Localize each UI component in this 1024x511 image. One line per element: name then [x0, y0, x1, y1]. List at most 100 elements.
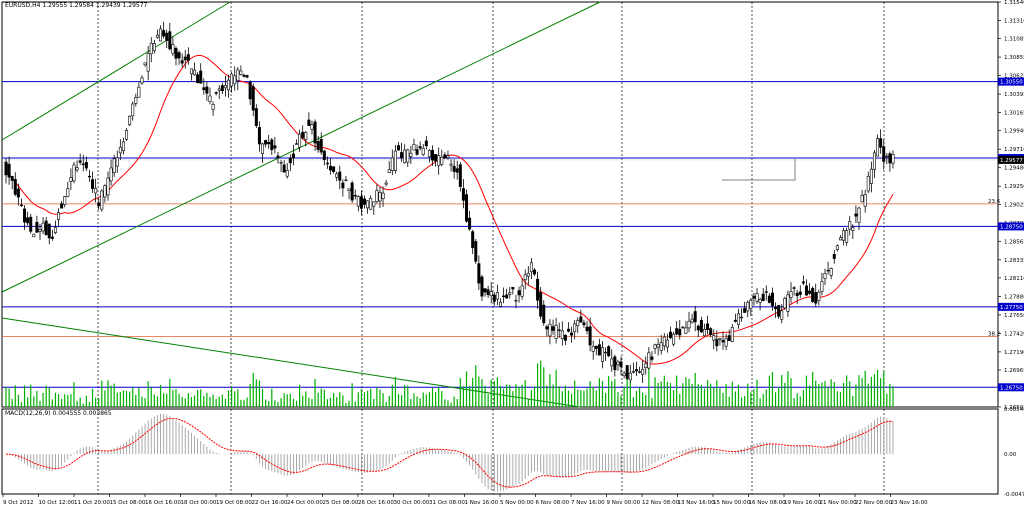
volume-bar — [487, 394, 489, 407]
candle — [347, 188, 351, 200]
volume-bar — [42, 392, 44, 407]
candle-body — [94, 187, 98, 194]
candle — [736, 308, 740, 329]
candle — [526, 266, 530, 286]
candle-body — [486, 289, 490, 295]
volume-bar — [373, 398, 375, 407]
candle — [532, 268, 536, 276]
candle-body — [529, 262, 533, 273]
price-tick-label: 1.29940 — [1004, 129, 1024, 135]
candle-body — [811, 287, 815, 302]
candle — [573, 319, 577, 340]
volume-bar — [716, 380, 718, 407]
volume-bar — [110, 385, 112, 407]
price-tick-label: 1.29250 — [1004, 184, 1024, 190]
volume-bar — [422, 392, 424, 407]
volume-bar — [410, 398, 412, 407]
volume-bar — [382, 393, 384, 407]
volume-bar — [370, 388, 372, 407]
volume-bar — [604, 392, 607, 407]
candle-body — [118, 146, 122, 154]
candle-body — [613, 356, 617, 371]
candle-body — [418, 146, 422, 149]
candle — [789, 282, 793, 304]
candle — [675, 320, 679, 336]
candle-body — [32, 233, 36, 238]
candle-body — [363, 198, 367, 205]
candle-body — [60, 203, 64, 209]
time-tick-label: 6 Nov 08:00 — [536, 500, 570, 506]
volume-bar — [413, 393, 415, 407]
price-tick-label: 1.31085 — [1004, 37, 1024, 43]
volume-bar — [91, 388, 94, 407]
candle — [835, 244, 839, 252]
volume-bar — [54, 392, 57, 407]
candle-body — [591, 346, 595, 352]
candle-body — [619, 361, 623, 368]
candle-body — [854, 213, 858, 217]
candle-body — [196, 74, 200, 84]
candle — [288, 154, 292, 171]
candle-body — [180, 60, 184, 64]
volume-bar — [793, 398, 795, 407]
volume-bar — [691, 383, 693, 407]
candle — [721, 331, 725, 350]
volume-bar — [694, 372, 696, 407]
candle — [542, 300, 546, 326]
volume-bar — [527, 399, 529, 407]
volume-bar — [428, 392, 431, 407]
candle — [820, 272, 824, 296]
candle — [248, 80, 252, 105]
volume-bar — [648, 365, 650, 407]
candle-body — [471, 231, 475, 248]
candle — [483, 287, 487, 297]
candle-body — [171, 44, 175, 54]
volume-bar — [351, 383, 353, 407]
candle-body — [461, 188, 465, 201]
candle-body — [87, 175, 91, 178]
candle — [434, 154, 438, 167]
candle-body — [177, 52, 181, 59]
candle — [876, 134, 880, 157]
candle — [369, 195, 373, 210]
volume-bar — [237, 389, 239, 407]
candle-body — [223, 85, 227, 89]
candle-body — [189, 68, 193, 75]
time-tick-label: 16 Oct 16:00 — [145, 500, 181, 506]
volume-bar — [468, 386, 471, 407]
candle — [319, 132, 323, 155]
candle-body — [341, 182, 345, 189]
candle — [307, 112, 311, 126]
candle-body — [97, 202, 101, 207]
candle — [579, 309, 583, 323]
candle-body — [449, 163, 453, 166]
volume-bar — [286, 394, 288, 407]
candle-body — [310, 124, 314, 130]
candle-body — [217, 88, 221, 91]
candle-body — [23, 208, 27, 223]
price-tick-label: 1.27880 — [1004, 294, 1024, 300]
volume-bar — [722, 392, 724, 407]
candle-body — [545, 326, 549, 330]
candle — [647, 347, 651, 370]
volume-bar — [654, 377, 656, 407]
volume-bar — [478, 376, 480, 407]
main-frame — [1, 1, 999, 408]
candle — [588, 317, 592, 352]
candle — [665, 333, 669, 353]
candle — [285, 163, 289, 179]
candle — [227, 74, 231, 98]
macd-tick-label: 0.00 — [1004, 452, 1017, 458]
volume-bar — [549, 374, 551, 407]
candle — [848, 216, 852, 236]
candle — [72, 161, 76, 184]
volume-bar — [283, 393, 285, 407]
candle-body — [193, 69, 197, 76]
volume-bar — [626, 377, 628, 407]
volume-bar — [660, 381, 662, 407]
price-tick-label: 1.28110 — [1004, 276, 1024, 282]
candle-body — [554, 324, 558, 339]
candle-body — [594, 345, 598, 349]
candle-body — [468, 217, 472, 230]
